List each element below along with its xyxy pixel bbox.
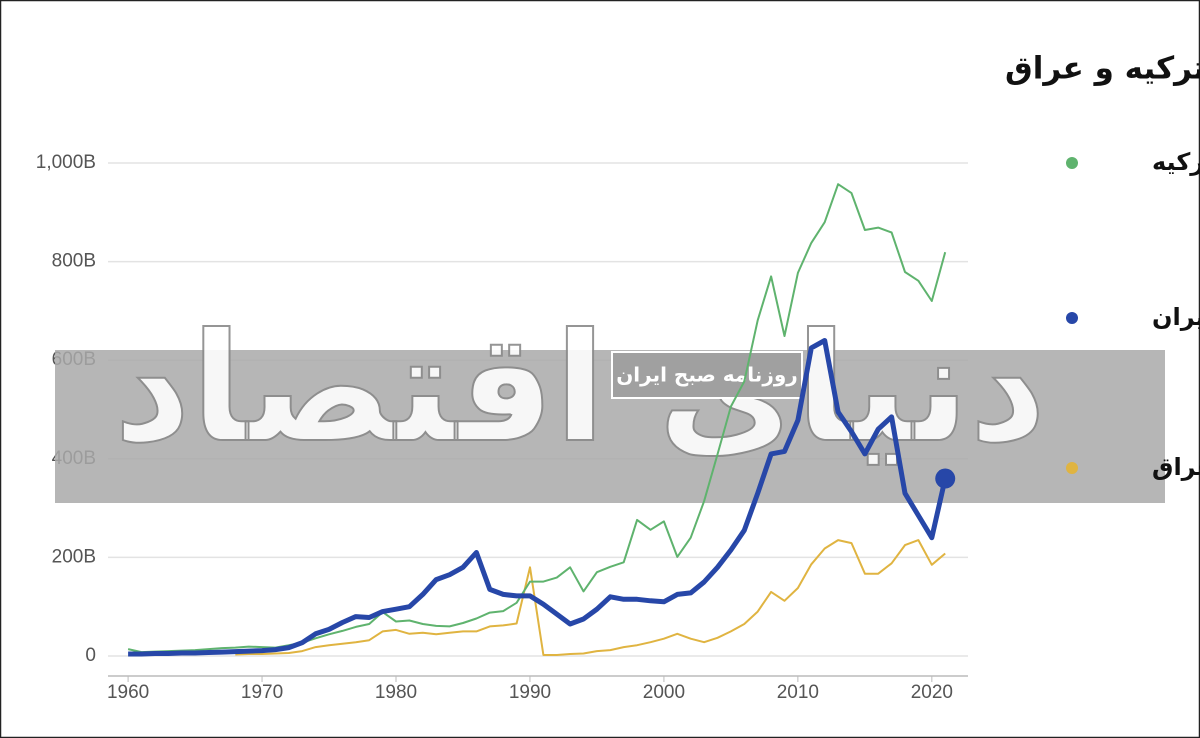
legend-label: ایران bbox=[1152, 303, 1200, 331]
watermark-band bbox=[55, 350, 1165, 503]
series-group bbox=[127, 183, 956, 657]
x-tick-label: 2020 bbox=[911, 682, 953, 703]
x-tick-label: 1960 bbox=[107, 682, 149, 703]
x-tick-label: 2010 bbox=[777, 682, 819, 703]
watermark: دنیای اقتصاد روزنامه صبح ایران bbox=[55, 301, 1165, 503]
legend-marker bbox=[1066, 312, 1078, 324]
x-tick-label: 1990 bbox=[509, 682, 551, 703]
watermark-subtitle: روزنامه صبح ایران bbox=[616, 363, 798, 387]
legend: ترکیه ایران عراق bbox=[1066, 148, 1200, 481]
watermark-brand: دنیای اقتصاد bbox=[114, 302, 1047, 476]
y-tick-label: 0 bbox=[85, 645, 96, 666]
series-line bbox=[235, 539, 946, 656]
series-line bbox=[128, 338, 948, 657]
x-tick-label: 1970 bbox=[241, 682, 283, 703]
legend-label: ترکیه bbox=[1152, 148, 1200, 176]
x-tick-label: 2000 bbox=[643, 682, 685, 703]
legend-label: عراق bbox=[1152, 453, 1200, 481]
series-line bbox=[127, 183, 947, 654]
chart-title: تغییرات تولید ناخالص داخلی ایران، ترکیه … bbox=[1005, 51, 1200, 87]
x-tick-label: 1980 bbox=[375, 682, 417, 703]
y-tick-label: 800B bbox=[52, 251, 96, 272]
y-tick-label: 1,000B bbox=[36, 152, 96, 173]
legend-marker bbox=[1066, 462, 1078, 474]
legend-marker bbox=[1066, 157, 1078, 169]
watermark-badge bbox=[611, 351, 803, 399]
end-marker bbox=[935, 468, 956, 489]
y-tick-label: 200B bbox=[52, 546, 96, 567]
